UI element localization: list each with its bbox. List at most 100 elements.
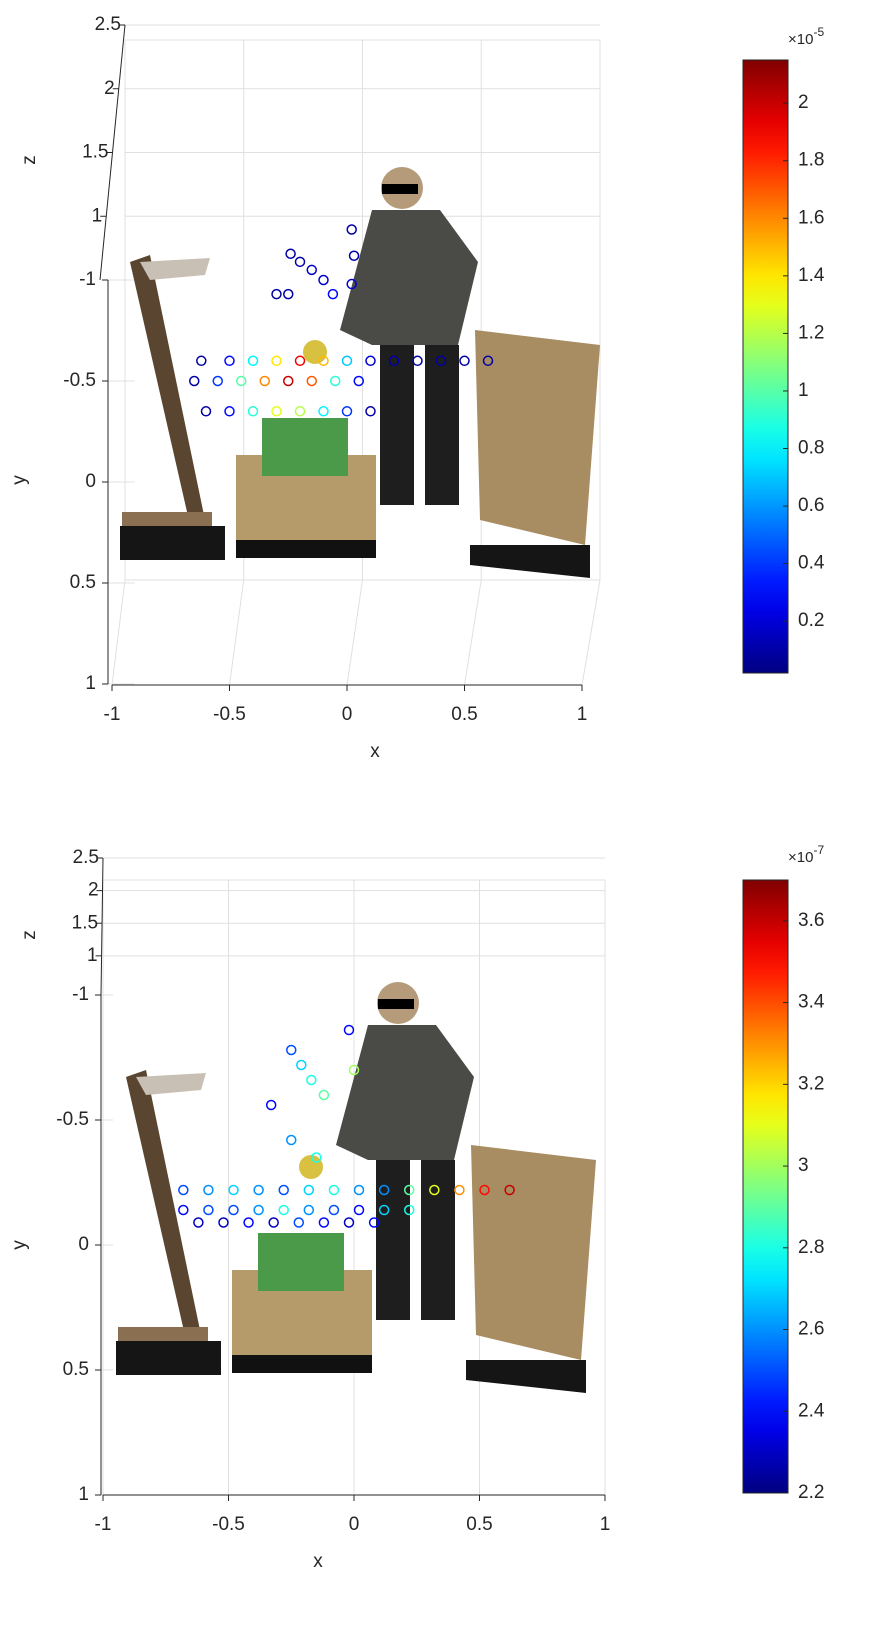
- point: [307, 377, 316, 386]
- point: [294, 1218, 303, 1227]
- point: [343, 356, 352, 365]
- colorbar-tick-label: 2.6: [798, 1319, 824, 1340]
- point: [307, 265, 316, 274]
- y-tick-label: -1: [79, 269, 96, 290]
- y-tick-label: -1: [72, 984, 89, 1005]
- z-tick-label: 1: [87, 945, 98, 966]
- point: [254, 1206, 263, 1215]
- point: [304, 1206, 313, 1215]
- point: [190, 377, 199, 386]
- colorbar-tick-label: 1.8: [798, 150, 824, 171]
- point: [366, 356, 375, 365]
- point: [284, 377, 293, 386]
- x-tick-label: 0: [349, 1514, 360, 1535]
- scene: [120, 167, 600, 578]
- point: [355, 1186, 364, 1195]
- page: -1-0.500.51-1-0.500.5111.522.5xyz0.20.40…: [0, 0, 893, 1652]
- point: [296, 257, 305, 266]
- x-tick-label: 0: [342, 704, 353, 725]
- point: [219, 1218, 228, 1227]
- grid-line: [230, 40, 244, 685]
- point: [249, 407, 258, 416]
- point: [284, 290, 293, 299]
- colorbar-multiplier: ×10-7: [788, 843, 824, 866]
- point: [460, 356, 469, 365]
- point: [202, 407, 211, 416]
- colorbar-tick-label: 0.8: [798, 438, 824, 459]
- point: [194, 1218, 203, 1227]
- y-tick-label: -0.5: [56, 1109, 89, 1130]
- x-tick-label: 0.5: [451, 704, 477, 725]
- x-axis-label: x: [370, 741, 380, 762]
- point: [260, 377, 269, 386]
- grid-line: [347, 40, 363, 685]
- colorbar-base: ×10: [788, 31, 813, 48]
- z-axis-label: z: [19, 930, 40, 940]
- x-tick-label: -1: [104, 704, 121, 725]
- point: [344, 1026, 353, 1035]
- x-tick-label: 1: [600, 1514, 611, 1535]
- figure: -1-0.500.51-1-0.500.5111.522.5xyz0.20.40…: [0, 0, 893, 1652]
- point: [269, 1218, 278, 1227]
- point: [319, 407, 328, 416]
- point: [213, 377, 222, 386]
- point: [249, 356, 258, 365]
- point: [287, 1046, 296, 1055]
- y-axis-label: y: [9, 475, 30, 485]
- point: [354, 377, 363, 386]
- point: [344, 1218, 353, 1227]
- y-axis-label: y: [9, 1240, 30, 1250]
- point: [366, 407, 375, 416]
- point: [225, 356, 234, 365]
- point: [347, 225, 356, 234]
- point: [179, 1186, 188, 1195]
- point: [254, 1186, 263, 1195]
- point: [307, 1076, 316, 1085]
- colorbar: [743, 60, 788, 673]
- point: [328, 290, 337, 299]
- point: [355, 1206, 364, 1215]
- colorbar-tick-label: 3.4: [798, 992, 825, 1013]
- point: [319, 1091, 328, 1100]
- colorbar-tick-label: 1.4: [798, 265, 825, 286]
- x-tick-label: 0.5: [466, 1514, 492, 1535]
- colorbar-tick-label: 2: [798, 92, 809, 113]
- colorbar-tick-label: 2.2: [798, 1482, 824, 1503]
- colorbar-tick-label: 3.6: [798, 910, 824, 931]
- z-tick-label: 1.5: [72, 912, 98, 933]
- point: [304, 1186, 313, 1195]
- x-tick-label: -1: [95, 1514, 112, 1535]
- point: [204, 1206, 213, 1215]
- point: [350, 251, 359, 260]
- point: [279, 1206, 288, 1215]
- point: [272, 290, 281, 299]
- point: [286, 249, 295, 258]
- colorbar-base: ×10: [788, 849, 813, 866]
- point: [297, 1061, 306, 1070]
- point: [237, 377, 246, 386]
- x-tick-label: 1: [577, 704, 588, 725]
- colorbar-multiplier: ×10-5: [788, 25, 824, 48]
- y-tick-label: 1: [78, 1484, 89, 1505]
- point: [287, 1136, 296, 1145]
- point: [244, 1218, 253, 1227]
- colorbar-exponent: -7: [813, 843, 824, 857]
- point: [272, 356, 281, 365]
- x-axis-label: x: [313, 1551, 323, 1572]
- colorbar-tick-label: 3: [798, 1155, 809, 1176]
- y-tick-label: 0.5: [70, 572, 96, 593]
- point: [343, 407, 352, 416]
- z-tick-label: 1: [92, 205, 103, 226]
- z-tick-label: 2: [104, 78, 115, 99]
- x-tick-label: -0.5: [212, 1514, 245, 1535]
- point: [197, 356, 206, 365]
- colorbar-tick-label: 2.8: [798, 1237, 824, 1258]
- colorbar-tick-label: 1.6: [798, 207, 824, 228]
- point: [319, 276, 328, 285]
- y-tick-label: -0.5: [63, 370, 96, 391]
- x-tick-label: -0.5: [213, 704, 246, 725]
- point: [296, 356, 305, 365]
- z-tick-label: 2: [88, 880, 99, 901]
- colorbar: [743, 880, 788, 1493]
- colorbar-tick-label: 0.2: [798, 610, 824, 631]
